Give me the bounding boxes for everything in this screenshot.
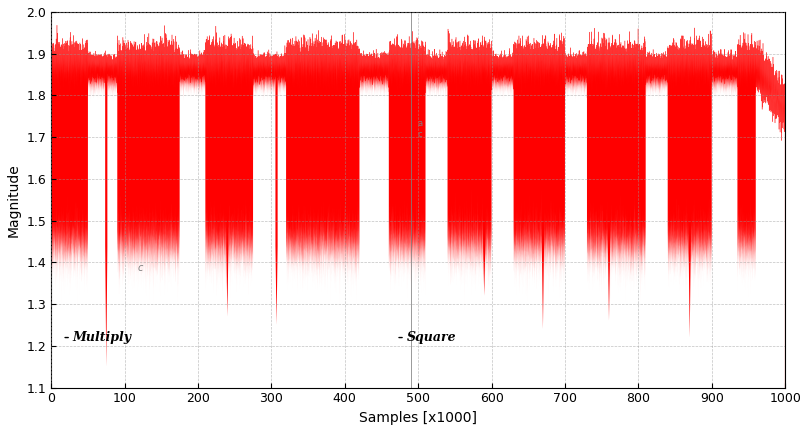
Y-axis label: Magnitude: Magnitude xyxy=(7,163,21,237)
Text: Multiply: Multiply xyxy=(73,331,132,344)
Text: a
c: a c xyxy=(418,119,423,139)
Text: c: c xyxy=(138,263,143,273)
Text: Square: Square xyxy=(406,331,456,344)
X-axis label: Samples [x1000]: Samples [x1000] xyxy=(360,411,478,425)
